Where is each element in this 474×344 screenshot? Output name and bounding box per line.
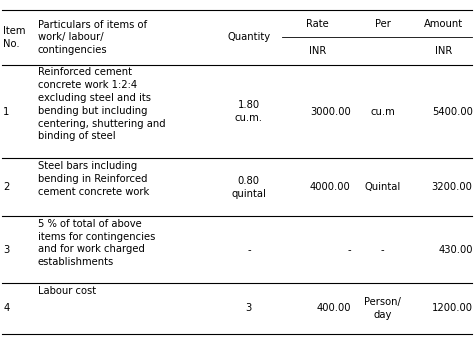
Text: Labour cost: Labour cost (38, 286, 96, 296)
Text: Amount: Amount (424, 19, 463, 29)
Text: 4000.00: 4000.00 (310, 182, 351, 192)
Text: 3200.00: 3200.00 (432, 182, 473, 192)
Text: 2: 2 (3, 182, 9, 192)
Text: cu.m: cu.m (370, 107, 395, 117)
Text: INR: INR (435, 46, 452, 56)
Text: 3: 3 (246, 303, 252, 313)
Text: 400.00: 400.00 (316, 303, 351, 313)
Text: Quantity: Quantity (228, 32, 270, 42)
Text: -: - (347, 245, 351, 255)
Text: 1.80
cu.m.: 1.80 cu.m. (235, 100, 263, 123)
Text: -: - (381, 245, 384, 255)
Text: 3000.00: 3000.00 (310, 107, 351, 117)
Text: Per: Per (375, 19, 391, 29)
Text: Steel bars including
bending in Reinforced
cement concrete work: Steel bars including bending in Reinforc… (38, 161, 149, 197)
Text: Quintal: Quintal (365, 182, 401, 192)
Text: Rate: Rate (306, 19, 329, 29)
Text: 1200.00: 1200.00 (432, 303, 473, 313)
Text: 5400.00: 5400.00 (432, 107, 473, 117)
Text: 0.80
quintal: 0.80 quintal (231, 176, 266, 198)
Text: 3: 3 (3, 245, 9, 255)
Text: 430.00: 430.00 (438, 245, 473, 255)
Text: INR: INR (309, 46, 326, 56)
Text: 4: 4 (3, 303, 9, 313)
Text: Particulars of items of
work/ labour/
contingencies: Particulars of items of work/ labour/ co… (38, 20, 147, 55)
Text: Reinforced cement
concrete work 1:2:4
excluding steel and its
bending but includ: Reinforced cement concrete work 1:2:4 ex… (38, 67, 165, 141)
Text: -: - (247, 245, 251, 255)
Text: 1: 1 (3, 107, 9, 117)
Text: Person/
day: Person/ day (365, 297, 401, 320)
Text: Item
No.: Item No. (3, 26, 26, 49)
Text: 5 % of total of above
items for contingencies
and for work charged
establishment: 5 % of total of above items for continge… (38, 219, 155, 267)
